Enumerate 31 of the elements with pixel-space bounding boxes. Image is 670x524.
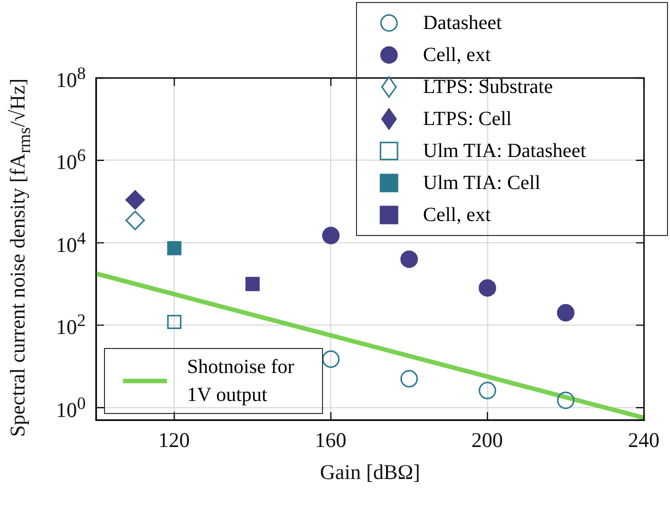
- point: [322, 350, 340, 368]
- point: [322, 226, 340, 244]
- x-tick-label: 200: [471, 428, 503, 453]
- y-tick-label: 10$^{2}$: [56, 310, 86, 340]
- point: [478, 279, 496, 297]
- legend-label: Cell, ext: [423, 204, 491, 226]
- legend-label: Ulm TIA: Datasheet: [423, 140, 586, 162]
- point: [167, 314, 182, 330]
- legend-label: LTPS: Substrate: [423, 76, 553, 98]
- legend-label: Shotnoise for 1V output: [187, 355, 296, 408]
- point: [125, 210, 145, 230]
- x-tick-label: 240: [628, 428, 660, 453]
- x-tick-label: 160: [314, 428, 346, 453]
- y-tick-label: 10$^{6}$: [56, 145, 86, 176]
- y-tick-label: 10$^{8}$: [56, 63, 86, 93]
- y-tick-label: 10$^{4}$: [56, 228, 86, 258]
- legend-label: Ulm TIA: Cell: [423, 172, 540, 194]
- point: [167, 241, 182, 256]
- x-tick-label: 120: [158, 428, 190, 453]
- point: [556, 304, 574, 322]
- point: [400, 250, 418, 268]
- legend-label: Datasheet: [423, 12, 502, 34]
- point: [478, 382, 496, 400]
- x-axis-title: Gain [dBΩ]: [320, 460, 420, 485]
- legend-label: Cell, ext: [423, 44, 491, 66]
- y-tick-label: 10$^{0}$: [56, 392, 86, 423]
- point: [400, 370, 418, 388]
- point: [556, 392, 574, 410]
- point: [125, 190, 145, 210]
- point: [245, 276, 260, 292]
- legend-label: LTPS: Cell: [423, 108, 512, 130]
